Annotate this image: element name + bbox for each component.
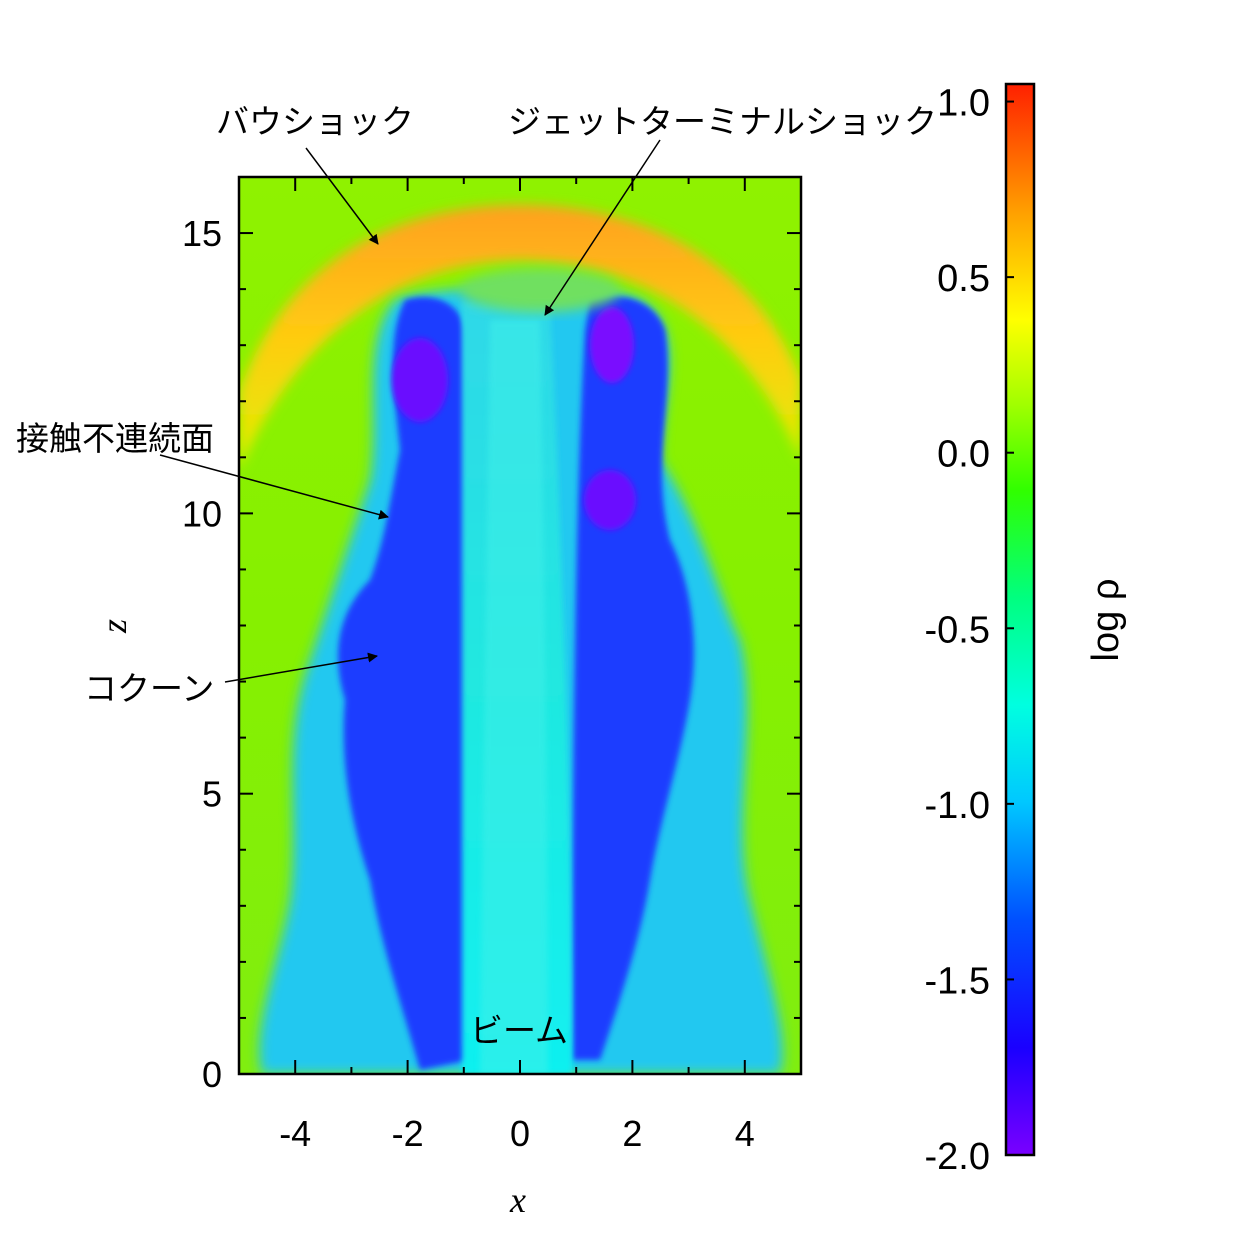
y-tick-label: 0 — [202, 1054, 222, 1095]
x-tick-labels: -4 -2 0 2 4 — [279, 1113, 755, 1154]
colorbar-tick-label: -2.0 — [925, 1136, 990, 1178]
y-tick-marks — [239, 176, 801, 1075]
colorbar-title: log ρ — [1085, 579, 1127, 662]
pocket-right-top — [590, 307, 634, 383]
annotation-bow-shock: バウショック — [216, 102, 414, 141]
colorbar-tick-label: 1.0 — [937, 83, 990, 125]
x-tick-label: 2 — [622, 1113, 642, 1154]
arrow-bow-shock — [305, 147, 379, 245]
colorbar-tick-label: -1.5 — [925, 960, 990, 1002]
colorbar-tick-label: -1.0 — [925, 785, 990, 827]
arrow-terminal-shock — [544, 139, 661, 316]
y-tick-label: 10 — [182, 493, 222, 534]
x-tick-label: -2 — [392, 1113, 424, 1154]
y-tick-labels: 0 5 10 15 — [182, 213, 222, 1095]
colorbar-tick-label: -0.5 — [925, 609, 990, 651]
cocoon-left — [338, 297, 470, 1070]
y-axis-title: z — [94, 619, 134, 634]
colorbar — [1004, 82, 1036, 1157]
x-tick-label: -4 — [279, 1113, 311, 1154]
colorbar-tick-labels: 1.0 0.5 0.0 -0.5 -1.0 -1.5 -2.0 — [925, 83, 1014, 1178]
annotation-cocoon: コクーン — [84, 669, 214, 708]
pocket-right-mid — [584, 470, 636, 530]
annotation-contact-discontinuity: 接触不連続面 — [16, 419, 214, 458]
x-tick-label: 0 — [510, 1113, 530, 1154]
colorbar-tick-label: 0.5 — [937, 258, 990, 300]
pocket-left — [392, 338, 448, 422]
y-tick-label: 15 — [182, 213, 222, 254]
annotation-terminal-shock: ジェットターミナルショック — [508, 102, 937, 141]
annotation-beam: ビーム — [470, 1011, 568, 1050]
x-axis-title: x — [509, 1180, 526, 1220]
x-tick-label: 4 — [735, 1113, 755, 1154]
y-tick-label: 5 — [202, 774, 222, 815]
beam-core — [480, 320, 548, 1074]
bow-shock-shell — [239, 205, 801, 470]
arrow-contact-discontinuity — [159, 454, 389, 520]
terminal-shock — [460, 268, 620, 312]
colorbar-tick-label: 0.0 — [937, 434, 990, 476]
arrow-cocoon — [224, 652, 378, 683]
density-map — [239, 177, 801, 1074]
x-tick-marks — [238, 177, 802, 1074]
